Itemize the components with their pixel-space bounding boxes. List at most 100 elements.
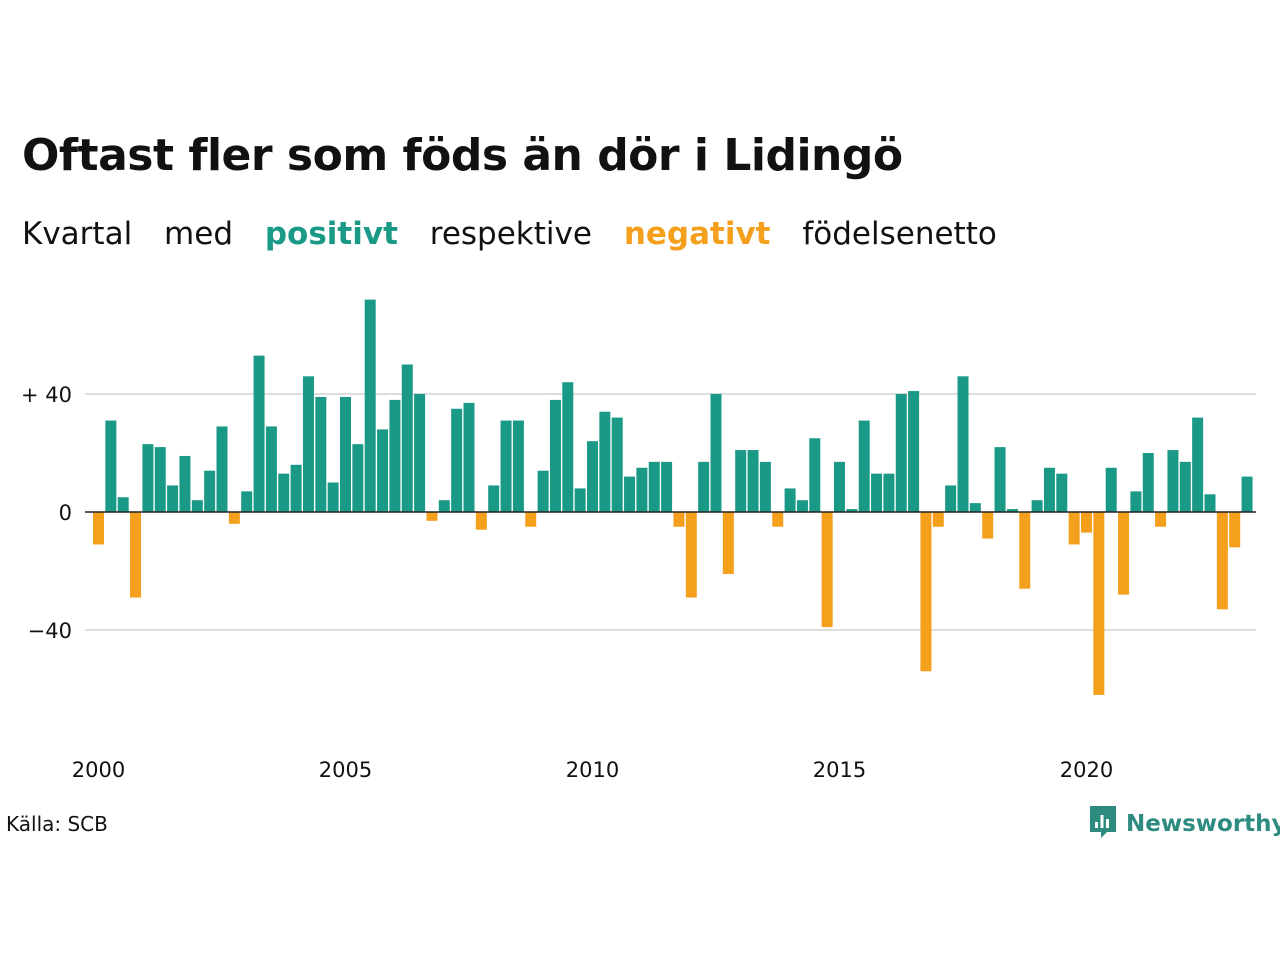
bar-negative: 2022 Q4: -33 xyxy=(1216,512,1228,610)
bar-positive: 2021 Q4: 21 xyxy=(1167,450,1179,512)
bar-positive: 2000 Q3: 5 xyxy=(117,497,129,512)
bar-positive: 2008 Q1: 9 xyxy=(488,485,500,512)
bar-positive: 2009 Q2: 38 xyxy=(549,399,561,512)
bar-negative: 2014 Q4: -39 xyxy=(821,512,833,628)
bar-positive: 2014 Q1: 8 xyxy=(784,488,796,512)
bar-positive: 2011 Q2: 17 xyxy=(648,461,660,512)
bar-positive: 2017 Q2: 9 xyxy=(945,485,957,512)
bar-negative: 2011 Q4: -5 xyxy=(673,512,685,527)
bar-negative: 2023 Q1: -12 xyxy=(1229,512,1241,548)
x-tick-label: 2005 xyxy=(319,758,372,782)
bar-positive: 2016 Q2: 40 xyxy=(895,394,907,512)
newsworthy-logo-icon xyxy=(1088,804,1118,844)
bar-positive: 2002 Q2: 14 xyxy=(204,470,216,512)
bar-positive: 2021 Q1: 7 xyxy=(1130,491,1142,512)
y-tick-label: 0 xyxy=(59,501,72,525)
bar-positive: 2019 Q2: 15 xyxy=(1043,467,1055,512)
bar-positive: 2001 Q3: 9 xyxy=(167,485,179,512)
bar-positive: 2010 Q3: 32 xyxy=(611,417,623,512)
x-tick-label: 2015 xyxy=(813,758,866,782)
bar-positive: 2009 Q4: 8 xyxy=(574,488,586,512)
chart-subtitle: Kvartal med positivt respektive negativt… xyxy=(22,216,1019,252)
bar-positive: 2010 Q1: 24 xyxy=(587,441,598,512)
bar-positive: 2014 Q3: 25 xyxy=(809,438,821,512)
bar-negative: 2012 Q1: -29 xyxy=(685,512,697,598)
bar-positive: 2003 Q4: 13 xyxy=(278,473,290,512)
bar-positive: 2015 Q1: 17 xyxy=(834,461,845,512)
bar-positive: 2009 Q1: 14 xyxy=(537,470,549,512)
bar-positive: 2001 Q1: 23 xyxy=(142,444,154,512)
bar-negative: 2008 Q4: -5 xyxy=(525,512,537,527)
bar-positive: 2015 Q2: 1 xyxy=(846,509,858,512)
bar-positive: 2007 Q3: 37 xyxy=(463,402,475,512)
bar-negative: 2016 Q4: -54 xyxy=(920,512,932,672)
subtitle-word: med xyxy=(164,216,233,252)
bar-positive: 2015 Q3: 31 xyxy=(858,420,870,512)
chart-title: Oftast fler som föds än dör i Lidingö xyxy=(22,130,903,181)
bar-positive: 2018 Q2: 22 xyxy=(994,447,1006,512)
bar-positive: 2013 Q1: 21 xyxy=(735,450,747,512)
bar-positive: 2012 Q3: 40 xyxy=(710,394,722,512)
bar-positive: 2010 Q2: 34 xyxy=(599,411,611,512)
bar-positive: 2000 Q2: 31 xyxy=(105,420,117,512)
bar-positive: 2005 Q2: 23 xyxy=(352,444,364,512)
bar-positive: 2017 Q4: 3 xyxy=(969,503,981,512)
bar-negative: 2020 Q1: -7 xyxy=(1081,512,1092,533)
bar-positive: 2013 Q2: 21 xyxy=(747,450,759,512)
y-tick-label: −40 xyxy=(28,619,72,643)
x-tick-label: 2010 xyxy=(566,758,619,782)
bar-negative: 2012 Q4: -21 xyxy=(722,512,734,574)
bar-positive: 2002 Q3: 29 xyxy=(216,426,228,512)
bar-positive: 2022 Q3: 6 xyxy=(1204,494,1216,512)
bar-positive: 2004 Q2: 46 xyxy=(302,376,314,512)
bar-negative: 2007 Q4: -6 xyxy=(475,512,487,530)
bar-negative: 2006 Q4: -3 xyxy=(426,512,438,521)
bar-positive: 2007 Q2: 35 xyxy=(451,408,463,512)
bar-negative: 2019 Q4: -11 xyxy=(1068,512,1080,545)
subtitle-negative-label: negativt xyxy=(623,216,771,252)
gridlines xyxy=(85,393,1256,631)
bar-positive: 2010 Q4: 12 xyxy=(624,476,636,512)
bar-positive: 2003 Q2: 53 xyxy=(253,355,265,512)
bar-positive: 2012 Q2: 17 xyxy=(698,461,710,512)
bar-positive: 2013 Q3: 17 xyxy=(759,461,771,512)
bar-positive: 2005 Q1: 39 xyxy=(340,396,351,512)
bar-positive: 2005 Q4: 28 xyxy=(377,429,389,512)
bar-positive: 2021 Q2: 20 xyxy=(1142,453,1154,512)
bar-negative: 2017 Q1: -5 xyxy=(932,512,944,527)
bar-positive: 2005 Q3: 72 xyxy=(364,299,376,512)
bar-negative: 2000 Q1: -11 xyxy=(93,512,104,545)
bar-positive: 2015 Q4: 13 xyxy=(871,473,883,512)
brand-logo[interactable]: Newsworthy xyxy=(1088,804,1280,844)
bar-positive: 2006 Q1: 38 xyxy=(389,399,401,512)
y-tick-label: + 40 xyxy=(21,383,72,407)
bar-positive: 2017 Q3: 46 xyxy=(957,376,969,512)
bar-positive: 2016 Q3: 41 xyxy=(908,391,920,512)
bar-negative: 2020 Q4: -28 xyxy=(1118,512,1130,595)
subtitle-word: födelsenetto xyxy=(802,216,997,252)
bar-negative: 2018 Q4: -26 xyxy=(1019,512,1031,589)
bar-positive: 2004 Q4: 10 xyxy=(327,482,339,512)
bar-positive: 2011 Q1: 15 xyxy=(636,467,648,512)
bar-positive: 2004 Q3: 39 xyxy=(315,396,327,512)
axes: + 40 0 −40 2000 2005 2010 2015 2020 xyxy=(21,383,1256,782)
bar-negative: 2013 Q4: -5 xyxy=(772,512,784,527)
bar-positive: 2009 Q3: 44 xyxy=(562,382,574,512)
bar-chart: 2000 Q1: -112000 Q2: 312000 Q3: 52000 Q4… xyxy=(21,299,1256,782)
subtitle-positive-label: positivt xyxy=(264,216,398,252)
bar-positive: 2019 Q3: 13 xyxy=(1056,473,1068,512)
x-tick-label: 2000 xyxy=(72,758,125,782)
bar-positive: 2002 Q1: 4 xyxy=(191,500,203,512)
bar-negative: 2020 Q2: -62 xyxy=(1093,512,1105,695)
bar-negative: 2002 Q4: -4 xyxy=(228,512,240,524)
x-tick-label: 2020 xyxy=(1060,758,1113,782)
bar-positive: 2008 Q2: 31 xyxy=(500,420,512,512)
subtitle-word: Kvartal xyxy=(22,216,133,252)
bar-positive: 2006 Q3: 40 xyxy=(414,394,426,512)
bar-positive: 2003 Q3: 29 xyxy=(265,426,277,512)
bars: 2000 Q1: -112000 Q2: 312000 Q3: 52000 Q4… xyxy=(93,299,1253,695)
bar-positive: 2019 Q1: 4 xyxy=(1031,500,1043,512)
bar-positive: 2011 Q3: 17 xyxy=(661,461,673,512)
bar-positive: 2001 Q2: 22 xyxy=(154,447,166,512)
bar-positive: 2008 Q3: 31 xyxy=(512,420,524,512)
